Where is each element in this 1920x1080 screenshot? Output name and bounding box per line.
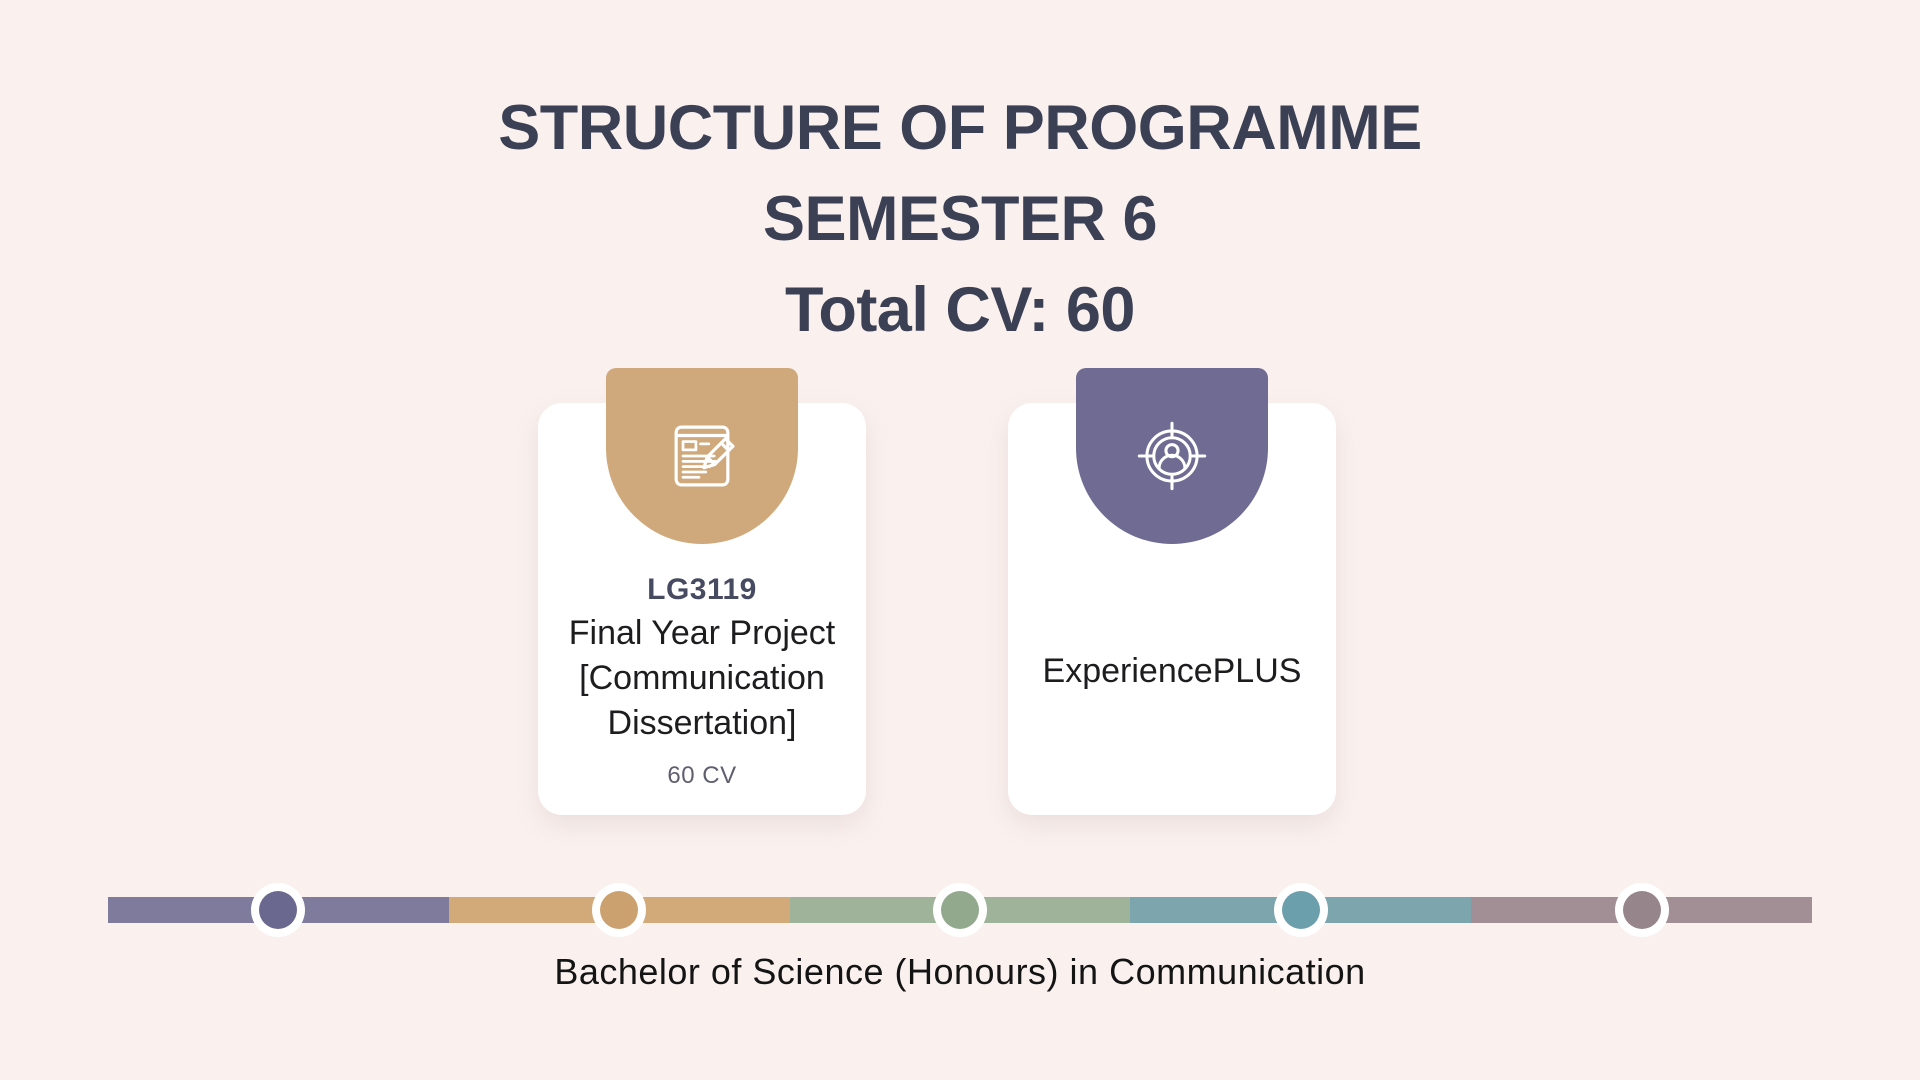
course-title: ExperiencePLUS [1042,652,1302,690]
document-pencil-icon [674,425,735,487]
card-badge [1076,368,1268,544]
total-cv-label: Total CV: 60 [785,275,1135,345]
timeline-dot-3 [933,883,987,937]
slide-header: STRUCTURE OF PROGRAMME SEMESTER 6 Total … [0,83,1920,356]
timeline-dot-inner-2 [600,891,639,929]
card-badge [606,368,798,544]
timeline-dot-4 [1273,883,1328,937]
timeline-bar [108,883,1812,937]
semester-title: SEMESTER 6 [762,184,1158,254]
timeline-dot-inner-3 [941,891,979,929]
target-person-icon [1137,421,1207,491]
timeline-dot-inner-4 [1281,891,1320,929]
course-code: LG3119 [647,573,757,606]
timeline-dot-inner-5 [1622,891,1661,929]
course-credits: 60 CV [667,762,737,789]
programme-name: Bachelor of Science (Honours) in Communi… [554,951,1366,992]
timeline-dot-1 [251,883,306,937]
course-title: Final Year Project [Communication Disser… [568,614,836,742]
timeline-dot-2 [592,883,647,937]
timeline-dot-5 [1614,883,1669,937]
timeline-dot-inner-1 [259,891,298,929]
course-card-final-year-project: LG3119 Final Year Project [Communication… [538,368,866,815]
programme-structure-title: STRUCTURE OF PROGRAMME [498,93,1422,163]
course-card-experienceplus: ExperiencePLUS [1008,368,1336,815]
